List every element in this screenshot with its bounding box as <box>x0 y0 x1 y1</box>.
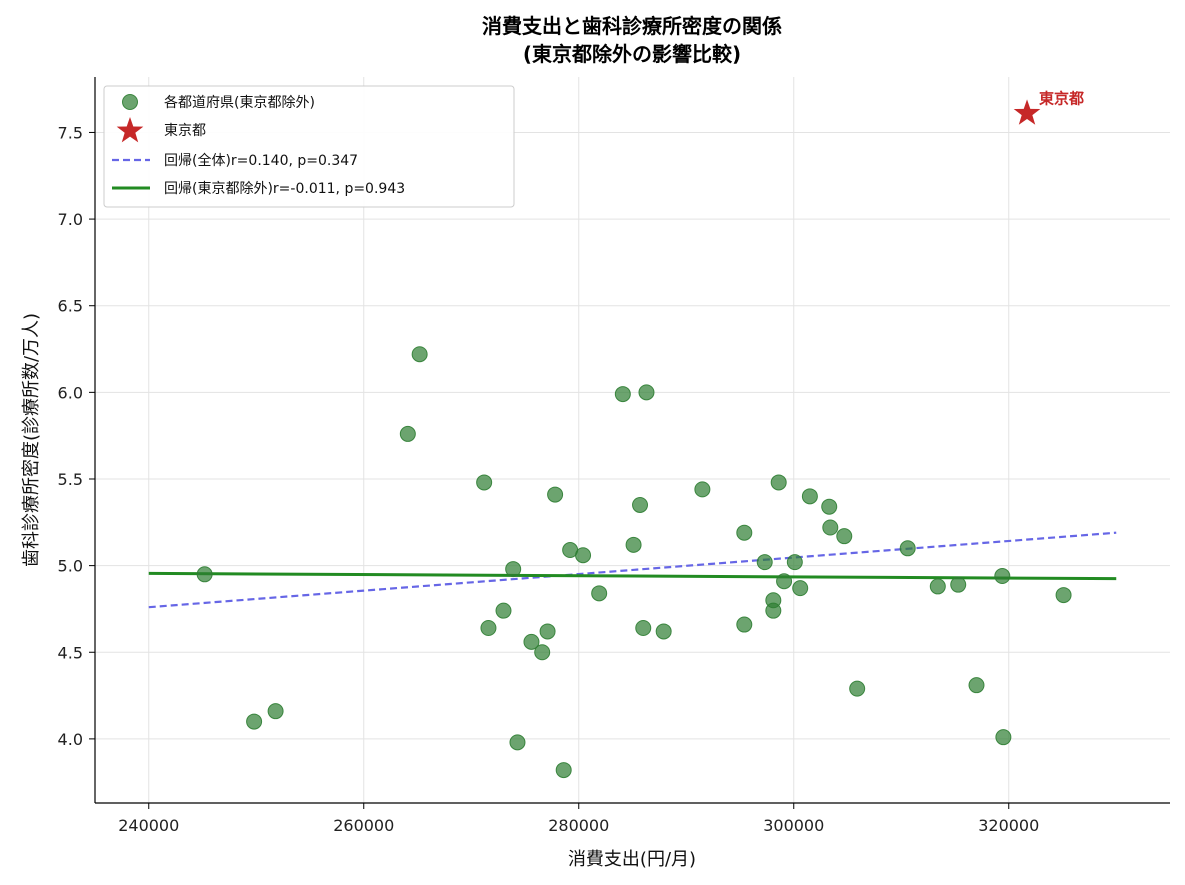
y-tick-label: 5.5 <box>58 470 83 489</box>
y-tick-label: 7.5 <box>58 123 83 142</box>
x-tick-label: 320000 <box>978 816 1039 835</box>
data-point <box>899 540 916 557</box>
regression-line-excl-tokyo <box>148 571 1117 581</box>
legend-label-reg-all: 回帰(全体)r=0.140, p=0.347 <box>164 152 358 169</box>
y-tick-label: 6.5 <box>58 297 83 316</box>
data-points <box>196 99 1072 779</box>
y-tick-label: 6.0 <box>58 383 83 402</box>
data-point <box>821 498 838 515</box>
y-tick-label: 4.0 <box>58 730 83 749</box>
legend-label-points: 各都道府県(東京都除外) <box>164 95 315 111</box>
y-tick-label: 7.0 <box>58 210 83 229</box>
y-tick-label: 5.0 <box>58 557 83 576</box>
data-point <box>591 585 608 602</box>
data-point <box>638 384 655 401</box>
data-point <box>950 576 967 593</box>
data-point <box>968 677 985 694</box>
data-point <box>770 474 787 491</box>
data-point <box>836 528 853 545</box>
data-point <box>632 496 649 513</box>
data-point <box>929 578 946 595</box>
legend-marker-tokyo <box>116 117 144 143</box>
data-point <box>523 633 540 650</box>
data-point <box>756 554 773 571</box>
legend: 各都道府県(東京都除外) 東京都 回帰(全体)r=0.140, p=0.347 … <box>103 85 515 208</box>
data-point <box>505 561 522 578</box>
data-point <box>267 703 284 720</box>
x-tick-label: 240000 <box>118 816 179 835</box>
x-tick-label: 300000 <box>763 816 824 835</box>
legend-box <box>103 85 515 208</box>
tokyo-point <box>1013 99 1041 125</box>
x-tick-label: 260000 <box>333 816 394 835</box>
data-point <box>801 488 818 505</box>
data-point <box>655 623 672 640</box>
data-point <box>246 713 263 730</box>
chart-title-line2: (東京都除外の影響比較) <box>523 42 741 66</box>
data-point <box>792 580 809 597</box>
data-point <box>555 762 572 779</box>
data-point <box>614 386 631 403</box>
data-point <box>736 524 753 541</box>
data-point <box>1055 587 1072 604</box>
y-tick-label: 4.5 <box>58 643 83 662</box>
chart-title-line1: 消費支出と歯科診療所密度の関係 <box>482 14 782 38</box>
data-point <box>534 644 551 661</box>
data-point <box>476 474 493 491</box>
data-point <box>539 623 556 640</box>
legend-marker-points <box>122 94 138 110</box>
data-point <box>399 425 416 442</box>
data-point <box>509 734 526 751</box>
data-point <box>736 616 753 633</box>
legend-label-reg-excl: 回帰(東京都除外)r=-0.011, p=0.943 <box>164 180 405 197</box>
data-point <box>765 602 782 619</box>
x-tick-label: 280000 <box>548 816 609 835</box>
data-point <box>849 680 866 697</box>
data-point <box>575 547 592 564</box>
y-ticks: 4.0 4.5 5.0 5.5 6.0 6.5 7.0 7.5 <box>58 123 95 749</box>
data-point <box>994 568 1011 585</box>
data-point <box>495 602 512 619</box>
data-point <box>822 519 839 536</box>
data-point <box>411 346 428 363</box>
data-point <box>776 573 793 590</box>
axes <box>94 77 1170 804</box>
grid <box>95 77 1170 803</box>
data-point <box>625 536 642 553</box>
data-point <box>694 481 711 498</box>
tokyo-annotation: 東京都 <box>1039 89 1084 107</box>
data-point <box>196 566 213 583</box>
data-point <box>547 486 564 503</box>
data-point <box>995 729 1012 746</box>
regression-line-all <box>148 531 1117 609</box>
y-axis-label: 歯科診療所密度(診療所数/万人) <box>21 313 42 567</box>
x-axis-label: 消費支出(円/月) <box>568 849 696 870</box>
x-ticks: 240000 260000 280000 300000 320000 <box>118 803 1039 835</box>
data-point <box>635 619 652 636</box>
data-point <box>786 554 803 571</box>
legend-label-tokyo: 東京都 <box>164 123 206 139</box>
data-point <box>480 619 497 636</box>
